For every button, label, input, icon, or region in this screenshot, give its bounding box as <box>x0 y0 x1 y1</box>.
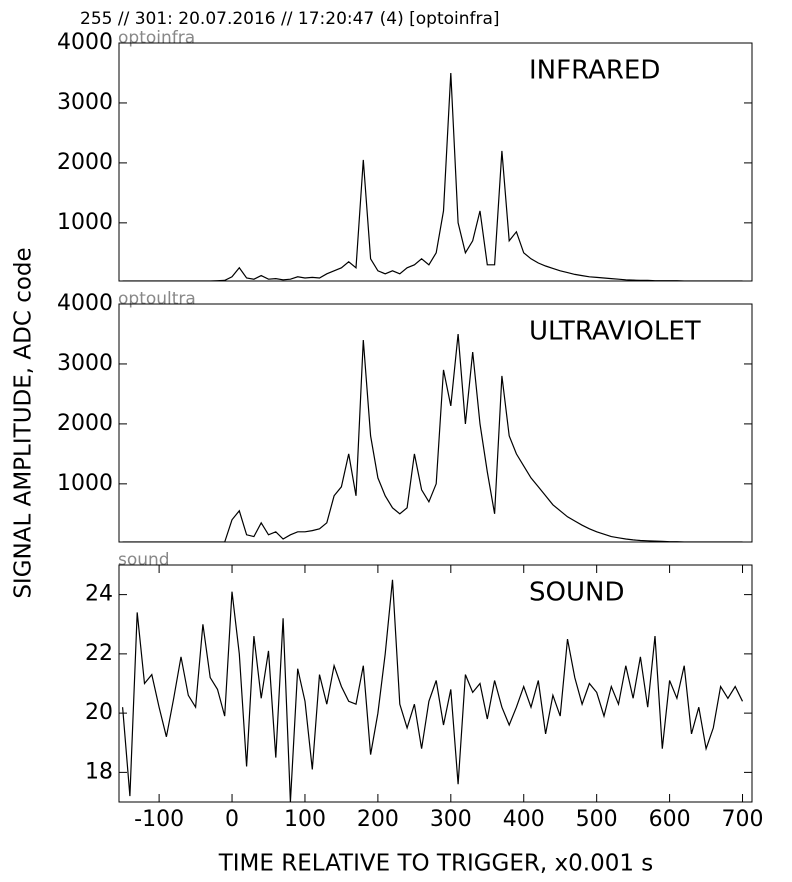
signal-line <box>122 579 744 802</box>
x-tick-label: 500 <box>576 807 618 832</box>
y-tick-label: 3000 <box>57 90 113 115</box>
panel-source: sound <box>118 550 170 570</box>
x-tick-label: 600 <box>649 807 691 832</box>
x-tick-label: 700 <box>722 807 764 832</box>
y-tick-label: 4000 <box>57 291 113 316</box>
x-tick-label: -100 <box>134 807 184 832</box>
y-tick-label: 24 <box>85 582 113 607</box>
y-tick-label: 20 <box>85 700 113 725</box>
x-tick-label: 0 <box>225 807 239 832</box>
plot-frame <box>118 303 753 543</box>
y-tick-label: 1000 <box>57 471 113 496</box>
y-tick-label: 18 <box>85 759 113 784</box>
plot-frame <box>118 564 753 803</box>
plot-frame <box>118 42 753 282</box>
y-tick-label: 3000 <box>57 351 113 376</box>
y-tick-label: 2000 <box>57 150 113 175</box>
x-tick-label: 200 <box>357 807 399 832</box>
x-tick-label: 300 <box>430 807 472 832</box>
y-tick-label: 22 <box>85 641 113 666</box>
x-tick-label: 400 <box>503 807 545 832</box>
signal-line <box>122 333 743 542</box>
y-axis-label: SIGNAL AMPLITUDE, ADC code <box>11 247 37 598</box>
figure-title: 255 // 301: 20.07.2016 // 17:20:47 (4) [… <box>80 9 500 29</box>
y-tick-label: 2000 <box>57 411 113 436</box>
panel-label: SOUND <box>529 578 624 608</box>
x-axis-label: TIME RELATIVE TO TRIGGER, x0.001 s <box>218 851 654 877</box>
y-tick-label: 4000 <box>57 30 113 55</box>
panel-label: INFRARED <box>529 56 660 86</box>
signal-line <box>122 72 743 281</box>
x-tick-label: 100 <box>284 807 326 832</box>
panel-source: optoinfra <box>118 28 195 48</box>
panel-label: ULTRAVIOLET <box>529 317 701 347</box>
panel-source: optoultra <box>118 289 196 309</box>
y-tick-label: 1000 <box>57 210 113 235</box>
